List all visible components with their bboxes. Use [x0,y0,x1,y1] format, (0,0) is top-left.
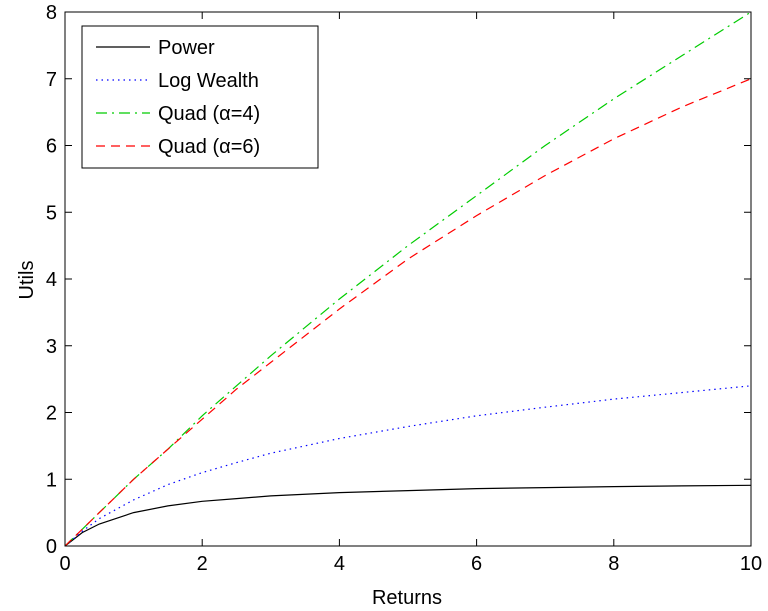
legend-item: Quad (α=4) [96,103,260,125]
legend: Power Log Wealth Quad (α=4) Quad (α=6) [81,25,319,169]
legend-label: Power [158,37,215,59]
legend-item: Power [96,37,215,59]
y-tick-label: 2 [46,403,57,425]
legend-box [81,25,319,169]
x-tick-label: 4 [334,553,345,575]
x-tick-label: 8 [608,553,619,575]
series-line-4 [64,78,752,547]
series-line-1 [64,484,752,547]
y-tick-label: 8 [46,2,57,24]
y-tick-label: 5 [46,202,57,224]
y-tick-label: 6 [46,136,57,158]
legend-label: Quad (α=4) [158,103,260,125]
x-axis-ticks: 0 2 4 6 8 10 [59,12,762,575]
x-tick-label: 6 [471,553,482,575]
x-tick-label: 10 [740,553,762,575]
y-tick-label: 1 [46,469,57,491]
y-tick-label: 7 [46,69,57,91]
y-tick-label: 0 [46,536,57,558]
y-axis-ticks: 0 1 2 3 4 5 6 7 8 [46,2,751,558]
x-tick-label: 2 [197,553,208,575]
legend-item: Quad (α=6) [96,136,260,158]
x-axis-label: Returns [372,587,442,609]
y-axis-label: Utils [16,261,38,300]
y-tick-label: 4 [46,269,57,291]
series-lines [64,11,752,547]
legend-label: Log Wealth [158,70,259,92]
legend-label: Quad (α=6) [158,136,260,158]
y-tick-label: 3 [46,336,57,358]
legend-item: Log Wealth [96,70,259,92]
x-tick-label: 0 [59,553,70,575]
